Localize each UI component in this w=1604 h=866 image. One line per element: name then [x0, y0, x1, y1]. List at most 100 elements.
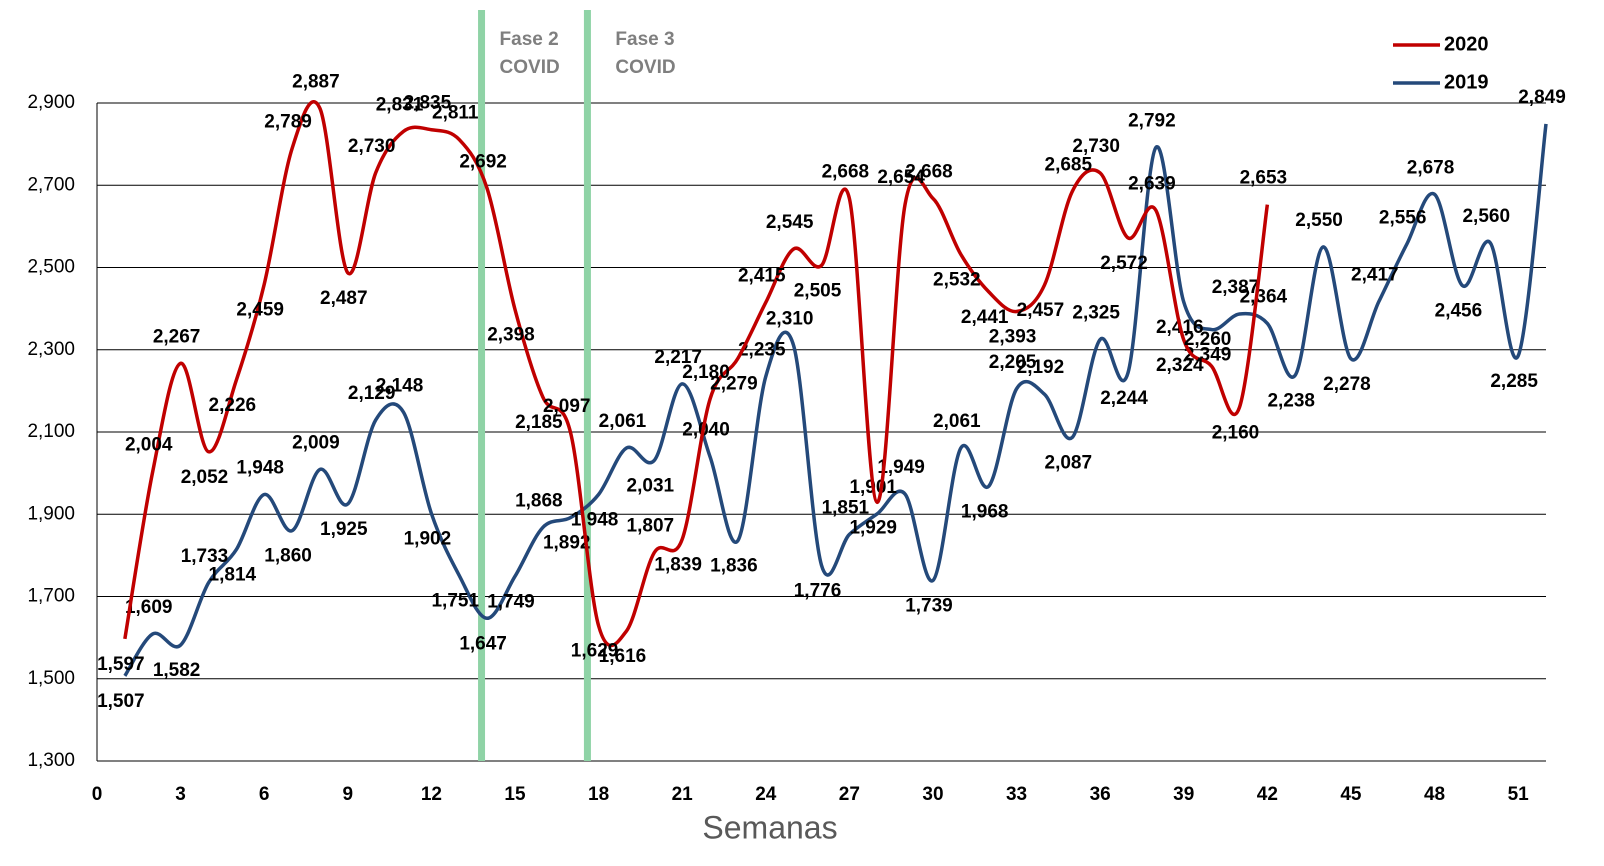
data-label: 2,789	[264, 112, 312, 133]
data-label: 2,235	[738, 339, 786, 360]
x-tick-label: 27	[839, 784, 860, 805]
data-label: 1,968	[961, 501, 1009, 522]
data-label: 2,324	[1156, 355, 1204, 376]
x-tick-label: 30	[922, 784, 943, 805]
data-label: 1,616	[599, 646, 647, 667]
data-label: 2,061	[599, 411, 647, 432]
phase-label: Fase 3	[615, 29, 674, 50]
data-label: 1,948	[571, 510, 619, 531]
x-tick-label: 42	[1257, 784, 1278, 805]
data-label: 1,647	[459, 633, 507, 654]
y-tick-label: 1,300	[27, 750, 75, 771]
y-tick-label: 2,100	[27, 421, 75, 442]
data-label: 1,851	[822, 497, 870, 518]
data-label: 1,776	[794, 580, 842, 601]
data-label: 2,457	[1017, 300, 1065, 321]
series-line	[123, 100, 1270, 648]
x-tick-label: 12	[421, 784, 442, 805]
data-label: 2,278	[1323, 374, 1371, 395]
data-label: 2,556	[1379, 207, 1427, 228]
data-label: 2,364	[1240, 286, 1288, 307]
data-label: 2,185	[515, 412, 563, 433]
data-label: 2,668	[905, 161, 953, 182]
data-label: 2,009	[292, 432, 340, 453]
x-tick-label: 15	[504, 784, 526, 805]
data-label: 1,749	[487, 591, 535, 612]
data-label: 1,807	[627, 516, 675, 537]
data-label: 2,456	[1435, 301, 1483, 322]
data-label: 2,417	[1351, 265, 1399, 286]
legend-label: 2020	[1444, 33, 1489, 55]
data-label: 2,685	[1045, 154, 1093, 175]
data-label: 2,349	[1184, 345, 1232, 366]
data-label: 1,892	[543, 533, 591, 554]
x-tick-label: 51	[1508, 784, 1530, 805]
data-label: 2,244	[1100, 388, 1148, 409]
data-label: 2,040	[682, 420, 730, 441]
data-label: 2,560	[1462, 206, 1510, 227]
y-tick-label: 2,700	[27, 174, 75, 195]
data-label: 2,260	[1184, 329, 1232, 350]
data-label: 2,545	[766, 212, 814, 233]
data-label: 1,868	[515, 490, 563, 511]
data-label: 2,129	[348, 383, 396, 404]
data-label: 2,226	[209, 395, 257, 416]
x-tick-label: 36	[1090, 784, 1111, 805]
data-label: 2,441	[961, 307, 1009, 328]
data-label: 2,267	[153, 326, 201, 347]
data-label: 1,925	[320, 519, 368, 540]
data-label: 2,097	[543, 396, 591, 417]
data-label: 1,751	[431, 591, 479, 612]
data-label: 2,415	[738, 265, 786, 286]
legend-label: 2019	[1444, 71, 1489, 93]
data-label: 2,730	[348, 136, 396, 157]
data-label: 2,238	[1267, 390, 1315, 411]
y-tick-label: 2,300	[27, 339, 75, 360]
series-line	[123, 123, 1548, 677]
x-tick-label: 21	[672, 784, 694, 805]
data-label: 2,325	[1072, 302, 1120, 323]
data-label: 2,052	[181, 467, 229, 488]
x-tick-label: 48	[1424, 784, 1445, 805]
data-label: 2,831	[376, 94, 424, 115]
data-label: 2,398	[487, 324, 535, 345]
data-label: 2,487	[320, 288, 368, 309]
data-label: 2,849	[1518, 87, 1566, 108]
data-label: 2,217	[654, 347, 702, 368]
phase-label: Fase 2	[500, 29, 559, 50]
data-label: 2,031	[627, 475, 675, 496]
data-label: 2,061	[933, 411, 981, 432]
data-label: 2,004	[125, 434, 173, 455]
x-axis-label: Semanas	[702, 809, 837, 845]
data-label: 2,387	[1212, 277, 1260, 298]
data-label: 2,459	[236, 299, 284, 320]
x-tick-label: 3	[175, 784, 186, 805]
data-label: 2,572	[1100, 253, 1148, 274]
data-label: 2,792	[1128, 110, 1176, 131]
x-tick-label: 45	[1340, 784, 1362, 805]
data-label: 1,582	[153, 660, 201, 681]
x-tick-label: 39	[1173, 784, 1194, 805]
y-tick-label: 1,900	[27, 503, 75, 524]
data-label: 2,279	[710, 373, 758, 394]
data-label: 1,860	[264, 546, 312, 567]
data-label: 2,653	[1240, 168, 1288, 189]
data-label: 1,836	[710, 556, 758, 577]
data-label: 2,148	[376, 375, 424, 396]
data-label: 1,733	[181, 546, 229, 567]
data-label: 2,692	[459, 152, 507, 173]
data-label: 1,609	[125, 597, 173, 618]
data-label: 2,668	[822, 161, 870, 182]
data-label: 2,192	[1017, 357, 1065, 378]
x-tick-label: 24	[755, 784, 777, 805]
x-tick-label: 9	[342, 784, 353, 805]
y-tick-label: 1,500	[27, 668, 75, 689]
data-label: 2,180	[682, 362, 730, 383]
x-tick-label: 0	[92, 784, 103, 805]
x-tick-label: 18	[588, 784, 609, 805]
data-label: 2,505	[794, 280, 842, 301]
data-label: 2,160	[1212, 422, 1260, 443]
data-label: 1,739	[905, 595, 953, 616]
data-label: 2,835	[404, 93, 452, 114]
